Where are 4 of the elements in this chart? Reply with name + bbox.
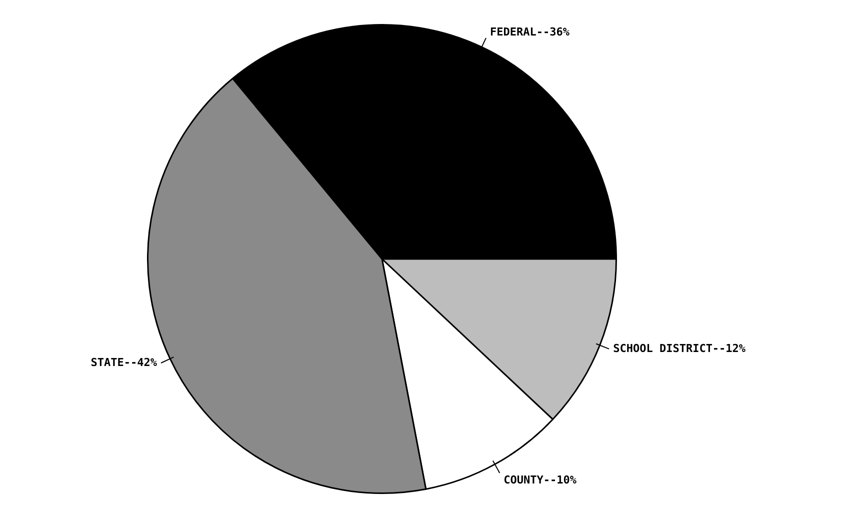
- slice-label: COUNTY--10%: [504, 473, 577, 486]
- slice-label: SCHOOL DISTRICT--12%: [613, 342, 746, 355]
- slice-label: FEDERAL--36%: [490, 25, 570, 38]
- slice-label: STATE--42%: [90, 356, 158, 369]
